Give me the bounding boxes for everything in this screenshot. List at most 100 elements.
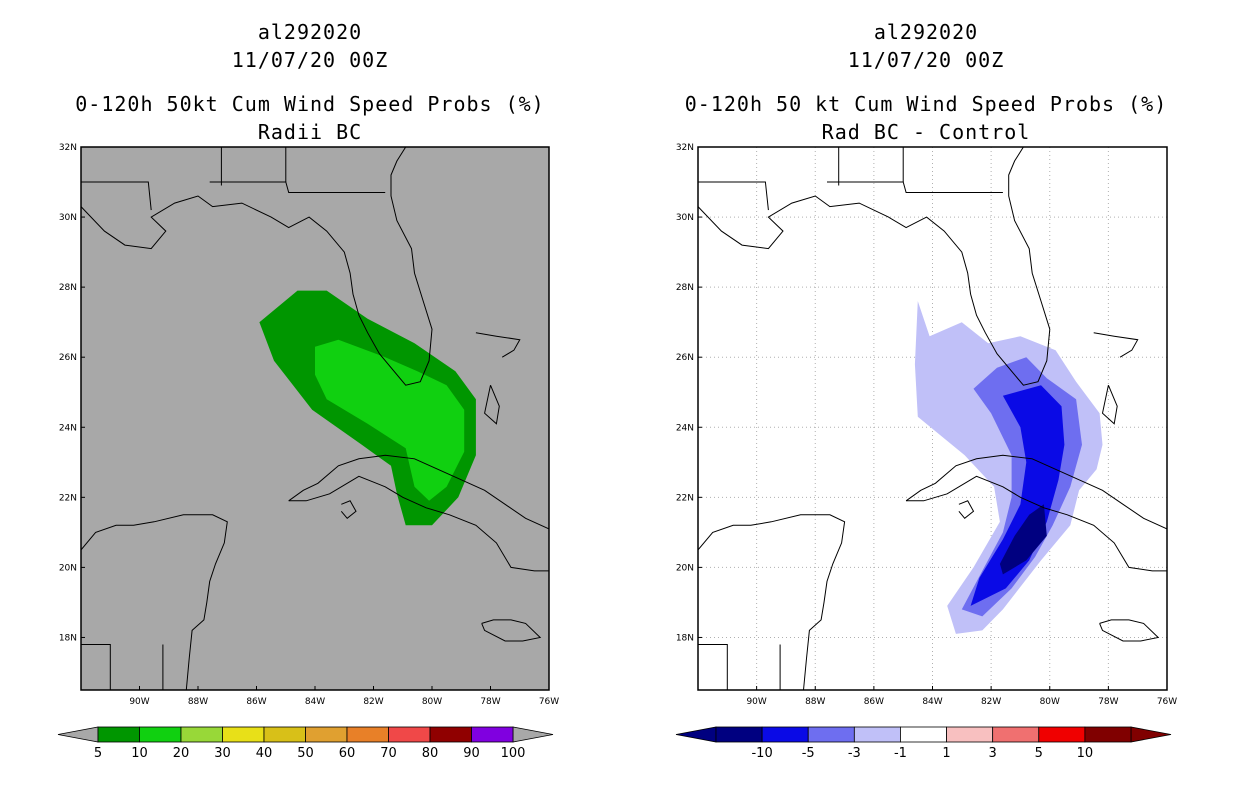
- left-colorbar-swatch-0: [97, 726, 140, 743]
- right-colorbar-label-2: -3: [848, 746, 861, 761]
- right-title-line-4: Rad BC - Control: [821, 120, 1031, 144]
- left-y-tick-label-6: 30N: [59, 213, 77, 223]
- right-x-tick-label-5: 80W: [1040, 697, 1060, 707]
- left-colorbar-label-9: 90: [463, 746, 480, 761]
- left-colorbar-label-7: 70: [380, 746, 397, 761]
- left-map-layer: [81, 147, 549, 690]
- left-colorbar-swatch-5: [305, 726, 348, 743]
- left-colorbar-swatch-8: [429, 726, 472, 743]
- left-y-tick-label-4: 26N: [59, 353, 77, 363]
- left-colorbar-swatch-2: [180, 726, 223, 743]
- left-colorbar-label-5: 50: [297, 746, 314, 761]
- right-coastline-3: [698, 181, 769, 211]
- left-colorbar-left-arrow: [57, 726, 99, 743]
- left-title-line-4: Radii BC: [257, 120, 363, 144]
- right-x-tick-label-6: 78W: [1098, 697, 1118, 707]
- right-colorbar-swatch-6: [992, 726, 1040, 743]
- right-colorbar-label-5: 3: [989, 746, 997, 761]
- left-y-tick-label-1: 20N: [59, 563, 77, 573]
- right-colorbar-swatch-1: [761, 726, 809, 743]
- right-colorbar-right-arrow: [1130, 726, 1172, 743]
- left-coastline-5: [288, 454, 549, 530]
- right-y-tick-label-3: 24N: [676, 423, 694, 433]
- right-colorbar-label-6: 5: [1035, 746, 1043, 761]
- right-map-layer: [698, 147, 1167, 690]
- right-title-line-2: 11/07/20 00Z: [847, 48, 1005, 72]
- right-coastline-8: [1099, 619, 1160, 642]
- left-x-tick-label-4: 82W: [363, 697, 383, 707]
- right-coastline-4: [827, 181, 1003, 193]
- right-x-tick-label-4: 82W: [981, 697, 1001, 707]
- right-x-tick-label-3: 84W: [922, 697, 942, 707]
- left-colorbar-swatch-6: [346, 726, 389, 743]
- left-colorbar-label-1: 10: [131, 746, 148, 761]
- right-coastline-11: [698, 514, 846, 690]
- left-title-line-1: al292020: [257, 20, 363, 44]
- left-colorbar-right-arrow: [512, 726, 554, 743]
- right-x-tick-label-0: 90W: [746, 697, 766, 707]
- right-contour-2: [970, 385, 1065, 606]
- right-coastline-0: [698, 147, 1051, 386]
- left-colorbar-label-2: 20: [173, 746, 190, 761]
- left-coastline-6: [288, 475, 549, 572]
- right-colorbar-swatch-2: [807, 726, 855, 743]
- right-contour-3: [999, 504, 1047, 575]
- left-colorbar-label-3: 30: [214, 746, 231, 761]
- left-y-tick-label-2: 22N: [59, 493, 77, 503]
- right-coastline-9: [1093, 332, 1139, 358]
- right-coastline-5: [905, 454, 1167, 530]
- right-title-line-1: al292020: [873, 20, 979, 44]
- right-colorbar-swatch-4: [900, 726, 947, 743]
- right-colorbar-swatch-7: [1038, 726, 1086, 743]
- left-y-tick-label-0: 18N: [59, 633, 77, 643]
- left-colorbar-label-6: 60: [339, 746, 356, 761]
- left-coastline-8: [481, 619, 542, 642]
- left-title-line-3: 0-120h 50kt Cum Wind Speed Probs (%): [75, 92, 545, 116]
- left-coastline-7: [340, 500, 357, 519]
- right-contour-0: [914, 301, 1103, 634]
- right-y-tick-label-0: 18N: [676, 633, 694, 643]
- left-y-tick-label-7: 32N: [59, 143, 77, 153]
- right-y-tick-label-6: 30N: [676, 213, 694, 223]
- right-colorbar-swatch-8: [1084, 726, 1132, 743]
- left-colorbar-label-4: 40: [256, 746, 273, 761]
- left-colorbar-swatch-9: [471, 726, 514, 743]
- right-coastline-10: [1101, 385, 1118, 425]
- left-y-tick-label-5: 28N: [59, 283, 77, 293]
- left-colorbar-label-0: 5: [94, 746, 102, 761]
- right-x-tick-label-7: 76W: [1157, 697, 1177, 707]
- left-colorbar-swatch-3: [222, 726, 265, 743]
- right-y-tick-label-2: 22N: [676, 493, 694, 503]
- left-colorbar-label-10: 100: [501, 746, 526, 761]
- right-coastline-7: [958, 500, 975, 519]
- left-contour-1: [315, 339, 465, 501]
- left-coastline-0: [81, 147, 433, 386]
- left-x-tick-label-5: 80W: [422, 697, 442, 707]
- left-title-line-2: 11/07/20 00Z: [231, 48, 389, 72]
- right-y-tick-label-7: 32N: [676, 143, 694, 153]
- left-coastline-12: [81, 644, 111, 690]
- right-x-tick-label-1: 88W: [805, 697, 825, 707]
- left-colorbar-swatch-4: [263, 726, 306, 743]
- left-coastline-11: [81, 514, 228, 690]
- left-y-tick-label-3: 24N: [59, 423, 77, 433]
- left-map-background: [81, 147, 549, 690]
- right-colorbar-label-3: -1: [894, 746, 907, 761]
- left-x-tick-label-3: 84W: [305, 697, 325, 707]
- right-x-tick-label-2: 86W: [864, 697, 884, 707]
- right-colorbar-swatch-5: [946, 726, 994, 743]
- right-colorbar-swatch-0: [715, 726, 763, 743]
- left-colorbar-label-8: 80: [422, 746, 439, 761]
- left-colorbar-swatch-7: [388, 726, 431, 743]
- right-colorbar-label-1: -5: [802, 746, 815, 761]
- left-x-tick-label-7: 76W: [539, 697, 559, 707]
- right-colorbar-label-0: -10: [751, 746, 772, 761]
- right-colorbar-label-4: 1: [942, 746, 950, 761]
- left-x-tick-label-1: 88W: [188, 697, 208, 707]
- left-x-tick-label-0: 90W: [129, 697, 149, 707]
- right-y-tick-label-5: 28N: [676, 283, 694, 293]
- right-colorbar-label-7: 10: [1077, 746, 1094, 761]
- left-coastline-9: [475, 332, 521, 358]
- right-colorbar-swatch-3: [853, 726, 901, 743]
